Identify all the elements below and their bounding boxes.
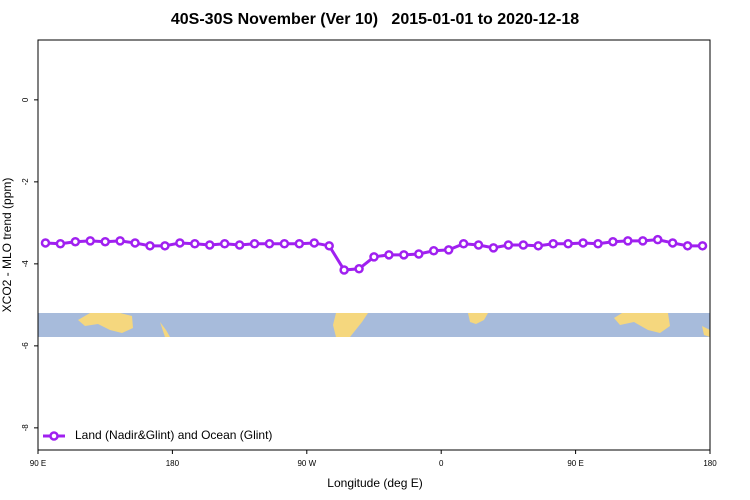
y-tick-label: 0 <box>21 97 30 102</box>
point <box>115 236 125 246</box>
point <box>145 241 155 251</box>
point <box>623 236 633 246</box>
point <box>85 236 96 246</box>
point <box>384 250 394 260</box>
point <box>608 236 618 247</box>
x-tick-label: 90 E <box>567 459 583 468</box>
point <box>234 240 245 250</box>
point <box>175 238 185 248</box>
y-tick-label: -8 <box>21 424 30 432</box>
point <box>518 240 529 250</box>
point <box>324 241 334 251</box>
x-axis-label: Longitude (deg E) <box>327 476 422 490</box>
point <box>563 239 573 249</box>
point <box>697 241 708 251</box>
y-tick-label: -2 <box>21 178 30 186</box>
point <box>190 239 200 249</box>
point <box>488 243 499 253</box>
point <box>578 238 588 248</box>
chart-title: 40S-30S November (Ver 10) 2015-01-01 to … <box>171 11 579 28</box>
point <box>503 240 514 250</box>
point <box>294 239 305 249</box>
point <box>249 239 260 249</box>
x-tick-label: 180 <box>166 459 180 468</box>
point <box>428 245 439 256</box>
map-strip <box>38 313 710 337</box>
point <box>354 264 364 274</box>
point <box>414 249 424 259</box>
point <box>339 265 349 275</box>
x-tick-label: 180 <box>703 459 717 468</box>
point <box>40 238 51 248</box>
point <box>399 250 409 260</box>
legend-label: Land (Nadir&Glint) and Ocean (Glint) <box>75 428 272 442</box>
y-tick-label: -6 <box>21 342 30 350</box>
x-tick-label: 0 <box>439 459 444 468</box>
y-tick-label: -4 <box>21 260 30 268</box>
point <box>652 234 663 245</box>
point <box>443 245 454 255</box>
point <box>204 240 215 250</box>
point <box>667 238 678 248</box>
point <box>100 236 110 247</box>
point <box>593 239 603 249</box>
point <box>458 239 469 249</box>
x-tick-label: 90 E <box>30 459 46 468</box>
point <box>160 241 170 251</box>
point <box>219 239 230 249</box>
point <box>309 238 320 248</box>
x-tick-label: 90 W <box>297 459 316 468</box>
point <box>70 236 81 247</box>
point <box>548 239 558 249</box>
point <box>369 252 379 262</box>
point <box>130 238 140 248</box>
point <box>279 239 290 249</box>
point <box>682 241 693 251</box>
point <box>473 240 484 250</box>
point <box>264 239 275 249</box>
legend-marker <box>49 431 59 441</box>
point <box>533 241 544 251</box>
point <box>55 239 66 249</box>
y-axis-label: XCO2 - MLO trend (ppm) <box>0 178 14 313</box>
point <box>638 236 648 246</box>
plot-frame <box>37 39 711 451</box>
